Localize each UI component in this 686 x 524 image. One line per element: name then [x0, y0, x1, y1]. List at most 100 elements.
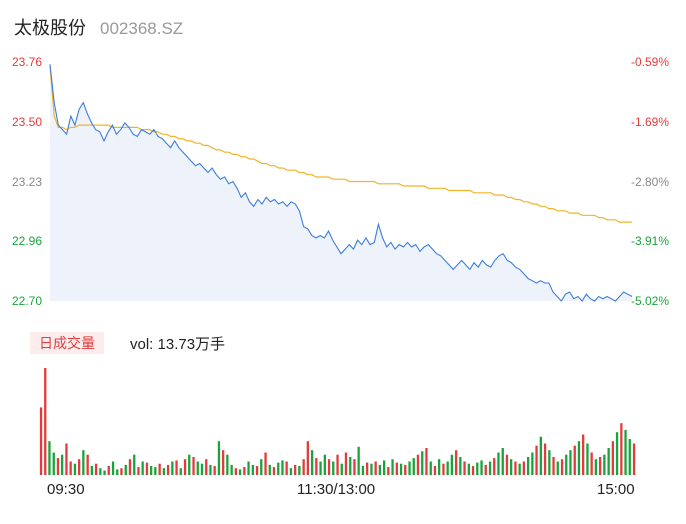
volume-bar — [374, 461, 377, 475]
volume-bar — [395, 462, 398, 475]
y-tick-label: 22.70 — [12, 294, 43, 308]
volume-bar — [493, 458, 496, 475]
volume-bar — [349, 457, 352, 475]
volume-bar — [438, 459, 441, 475]
volume-bar — [294, 464, 297, 475]
volume-bar — [471, 466, 475, 475]
volume-bar — [378, 464, 381, 475]
volume-bar — [200, 463, 204, 475]
volume-bar — [531, 452, 534, 475]
page-title: 太极股份 002368.SZ — [14, 14, 183, 40]
volume-bar — [425, 448, 428, 475]
volume-bar — [124, 464, 127, 475]
volume-bar — [455, 450, 458, 475]
volume-bar — [399, 463, 403, 475]
volume-bar — [230, 464, 233, 475]
price-line — [49, 64, 633, 302]
volume-bar — [535, 445, 538, 475]
volume-bar — [514, 461, 517, 475]
x-tick-label: 15:00 — [597, 481, 635, 498]
volume-bar — [459, 457, 462, 475]
volume-bar — [357, 446, 360, 475]
volume-bar — [175, 460, 178, 475]
volume-bar — [73, 463, 77, 475]
volume-bar — [243, 467, 246, 475]
volume-bar — [463, 461, 466, 475]
y-tick-label: 23.23 — [12, 174, 43, 189]
volume-bar — [61, 454, 64, 475]
volume-bar — [543, 443, 547, 475]
y-tick-label-pct: -0.59% — [631, 55, 670, 69]
volume-bar — [446, 461, 449, 475]
volume-bar — [260, 459, 263, 475]
volume-bar — [158, 463, 161, 475]
volume-bar — [429, 461, 432, 475]
volume-bar — [69, 461, 72, 475]
volume-bar — [361, 466, 365, 475]
volume-bar — [527, 457, 530, 475]
volume-bar — [238, 469, 242, 475]
volume-bar — [171, 461, 174, 475]
volume-bar — [86, 454, 89, 475]
volume-bar — [518, 463, 521, 475]
volume-bar — [281, 460, 284, 475]
volume-bar — [315, 458, 318, 475]
volume-bar — [323, 454, 326, 475]
volume-bar — [251, 464, 254, 475]
volume-bar — [234, 468, 237, 475]
y-tick-label: 22.96 — [12, 234, 43, 249]
volume-bar — [107, 466, 110, 475]
volume-bar — [556, 461, 559, 475]
volume-bar — [607, 448, 610, 475]
volume-bar — [311, 450, 314, 475]
volume-bar — [213, 466, 216, 475]
volume-bar — [133, 454, 136, 475]
volume-bar — [353, 459, 356, 475]
volume-bar — [162, 468, 165, 475]
volume-bar — [560, 459, 564, 475]
volume-bar — [569, 450, 572, 475]
volume-bar — [277, 462, 280, 475]
volume-bar — [442, 463, 445, 475]
volume-bar — [205, 459, 208, 475]
volume-bar — [505, 454, 509, 475]
volume-bar — [268, 464, 271, 475]
volume-bar — [298, 466, 301, 475]
volume-bar — [44, 368, 47, 475]
volume-bar — [370, 463, 373, 475]
stock-name: 太极股份 — [14, 18, 86, 38]
volume-bar — [497, 452, 500, 475]
volume-bar — [383, 460, 386, 475]
y-tick-label-pct: -2.80% — [631, 174, 670, 189]
volume-bar — [387, 467, 390, 475]
volume-bar — [336, 454, 339, 475]
volume-bar — [264, 452, 267, 475]
volume-bar — [94, 463, 98, 475]
volume-bar — [484, 464, 487, 475]
volume-bar — [289, 468, 293, 475]
volume-bar — [620, 423, 623, 475]
volume-bar — [128, 459, 132, 475]
volume-bar — [476, 462, 479, 475]
volume-bar — [65, 443, 68, 475]
volume-bar — [522, 461, 525, 475]
volume-bar — [416, 454, 420, 475]
volume-bar — [366, 462, 369, 475]
volume-bar — [99, 468, 102, 475]
volume-bar — [628, 439, 631, 475]
volume-bar — [327, 459, 331, 475]
stock-code: 002368.SZ — [100, 19, 184, 38]
volume-bar — [255, 466, 259, 475]
volume-bar — [552, 457, 555, 475]
volume-bar — [306, 441, 309, 475]
volume-bar — [404, 464, 407, 475]
volume-bar — [111, 461, 115, 475]
volume-tag[interactable]: 日成交量 — [30, 332, 104, 354]
volume-bar — [408, 461, 411, 475]
volume-bar — [590, 452, 593, 475]
volume-bar — [183, 459, 187, 475]
volume-bar — [137, 467, 140, 475]
volume-bar — [120, 468, 123, 475]
volume-bar — [52, 452, 55, 475]
volume-bar — [188, 454, 191, 475]
